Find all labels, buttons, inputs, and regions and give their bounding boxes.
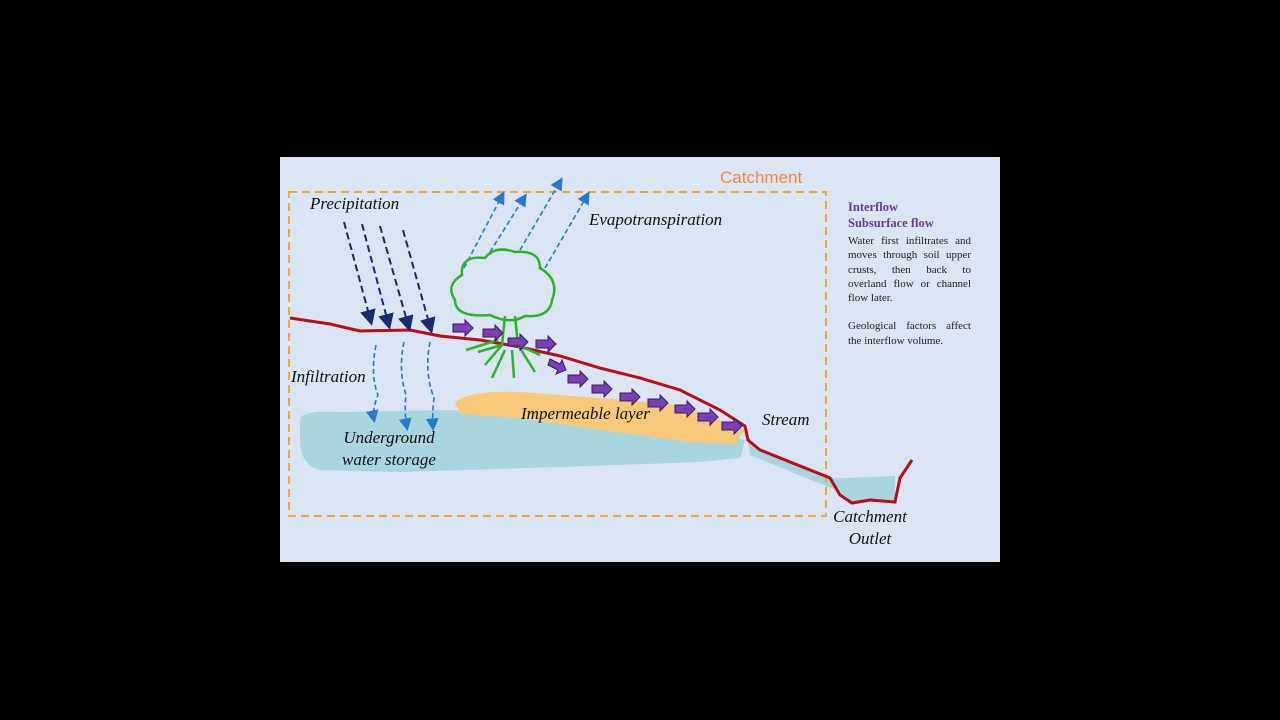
sidebar-text: Geological factors affect the interflow … [848,320,971,347]
stream-label: Stream [762,410,810,429]
evapotranspiration-label: Evapotranspiration [588,210,722,229]
sidebar: Interflow Subsurface flow Water first in… [848,199,971,362]
catchment-label: Catchment [720,168,802,187]
impermeable-label: Impermeable layer [520,404,650,423]
infiltration-arrows [365,341,439,432]
sidebar-title: Interflow [848,200,898,214]
impermeable-layer [455,391,745,444]
precipitation-arrows [343,221,436,334]
sidebar-text: Water first infiltrates and moves throug… [848,235,971,305]
outlet-label: Catchment Outlet [833,507,908,548]
stream-water [748,440,895,502]
evapotranspiration-arrows [463,177,590,269]
precipitation-label: Precipitation [309,194,399,213]
sidebar-subtitle: Subsurface flow [848,216,934,230]
infiltration-label: Infiltration [290,367,366,386]
interflow-arrows [452,318,743,436]
tree [450,248,556,379]
underground-label: Underground water storage [342,428,436,469]
catchment-boundary [288,191,827,517]
